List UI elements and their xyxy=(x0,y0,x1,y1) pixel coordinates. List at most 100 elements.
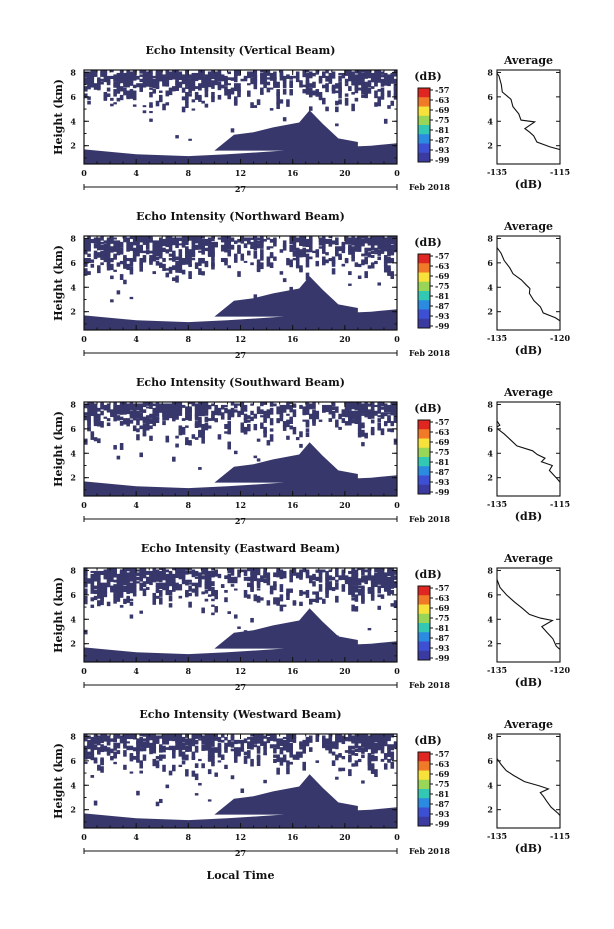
colorbar-tick-label: -99 xyxy=(435,487,450,497)
colorbar-segment xyxy=(418,438,430,449)
colorbar-tick-label: -81 xyxy=(435,789,449,799)
colorbar-segment xyxy=(418,623,430,633)
date-day-label: 27 xyxy=(235,184,246,194)
convective-plume-echo xyxy=(214,442,358,483)
average-profile-line xyxy=(497,72,560,151)
x-tick-label: 0 xyxy=(394,334,400,344)
colorbar-segment xyxy=(418,106,430,117)
x-tick-label: 0 xyxy=(394,666,400,676)
x-tick-label: 12 xyxy=(235,832,246,842)
avg-x-tick-label: -115 xyxy=(550,499,570,509)
y-axis-label: Height (km) xyxy=(52,79,65,155)
x-tick-label: 0 xyxy=(394,500,400,510)
colorbar-segment xyxy=(418,429,430,439)
colorbar-segment xyxy=(418,586,430,596)
average-x-label: (dB) xyxy=(515,344,542,357)
y-tick-label: 4 xyxy=(70,780,76,790)
avg-y-tick-label: 6 xyxy=(487,258,493,268)
colorbar-frame xyxy=(417,751,431,827)
colorbar-frame xyxy=(417,585,431,661)
average-frame xyxy=(496,567,561,663)
x-tick-label: 0 xyxy=(81,334,87,344)
colorbar-segment xyxy=(418,281,430,292)
colorbar-segment xyxy=(418,604,430,615)
average-title: Average xyxy=(503,552,553,565)
colorbar-segment xyxy=(418,650,430,661)
colorbar-segment xyxy=(418,632,430,642)
x-tick-label: 12 xyxy=(235,334,246,344)
x-tick-label: 20 xyxy=(339,334,351,344)
y-tick-label: 2 xyxy=(70,805,76,815)
echo-region xyxy=(84,70,397,164)
colorbar-tick-label: -69 xyxy=(435,603,450,613)
x-tick-label: 0 xyxy=(81,832,87,842)
x-tick-label: 4 xyxy=(133,168,139,178)
x-tick-label: 8 xyxy=(186,666,192,676)
colorbar-tick-label: -99 xyxy=(435,321,450,331)
x-tick-label: 12 xyxy=(235,168,246,178)
avg-x-tick-label: -135 xyxy=(487,167,507,177)
y-tick-label: 8 xyxy=(70,233,76,243)
average-frame xyxy=(496,235,561,331)
colorbar-tick-label: -87 xyxy=(435,135,449,145)
colorbar-unit: (dB) xyxy=(414,236,441,249)
heatmap-title: Echo Intensity (Eastward Beam) xyxy=(141,542,340,555)
x-tick-label: 4 xyxy=(133,832,139,842)
colorbar-tick-label: -69 xyxy=(435,271,450,281)
colorbar-segment xyxy=(418,807,430,818)
y-tick-label: 2 xyxy=(70,473,76,483)
avg-x-tick-label: -115 xyxy=(550,167,570,177)
average-x-label: (dB) xyxy=(515,178,542,191)
average-title: Average xyxy=(503,220,553,233)
colorbar-tick-label: -69 xyxy=(435,769,450,779)
avg-y-tick-label: 6 xyxy=(487,756,493,766)
avg-y-tick-label: 2 xyxy=(487,307,493,317)
colorbar-segment xyxy=(418,97,430,107)
avg-y-tick-label: 6 xyxy=(487,92,493,102)
colorbar-tick-label: -93 xyxy=(435,809,450,819)
average-profile-line xyxy=(497,577,560,651)
colorbar-tick-label: -93 xyxy=(435,477,450,487)
colorbar-segment xyxy=(418,318,430,329)
colorbar-tick-label: -57 xyxy=(435,749,449,759)
colorbar-segment xyxy=(418,134,430,144)
y-tick-label: 6 xyxy=(70,92,76,102)
colorbar-tick-label: -81 xyxy=(435,291,449,301)
avg-x-tick-label: -115 xyxy=(550,831,570,841)
avg-y-tick-label: 4 xyxy=(487,614,493,624)
colorbar-segment xyxy=(418,475,430,486)
date-day-label: 27 xyxy=(235,516,246,526)
date-month-label: Feb 2018 xyxy=(409,846,450,856)
colorbar-tick-label: -57 xyxy=(435,583,449,593)
colorbar-tick-label: -75 xyxy=(435,447,449,457)
echo-region xyxy=(84,568,397,662)
y-axis-label: Height (km) xyxy=(52,577,65,653)
y-tick-label: 8 xyxy=(70,399,76,409)
avg-y-tick-label: 8 xyxy=(487,399,493,409)
y-tick-label: 6 xyxy=(70,424,76,434)
colorbar-tick-label: -63 xyxy=(435,427,450,437)
x-tick-label: 0 xyxy=(394,832,400,842)
colorbar-segment xyxy=(418,613,430,624)
colorbar-segment xyxy=(418,595,430,605)
x-tick-label: 4 xyxy=(133,500,139,510)
avg-y-tick-label: 4 xyxy=(487,780,493,790)
y-axis-label: Height (km) xyxy=(52,245,65,321)
x-tick-label: 20 xyxy=(339,168,351,178)
y-tick-label: 8 xyxy=(70,731,76,741)
avg-x-tick-label: -135 xyxy=(487,333,507,343)
x-tick-label: 16 xyxy=(287,666,299,676)
colorbar-segment xyxy=(418,761,430,771)
x-tick-label: 8 xyxy=(186,832,192,842)
y-tick-label: 4 xyxy=(70,282,76,292)
colorbar-tick-label: -57 xyxy=(435,417,449,427)
colorbar-tick-label: -75 xyxy=(435,115,449,125)
y-tick-label: 2 xyxy=(70,307,76,317)
average-x-label: (dB) xyxy=(515,510,542,523)
avg-y-tick-label: 6 xyxy=(487,424,493,434)
colorbar-segment xyxy=(418,309,430,320)
y-tick-label: 4 xyxy=(70,448,76,458)
